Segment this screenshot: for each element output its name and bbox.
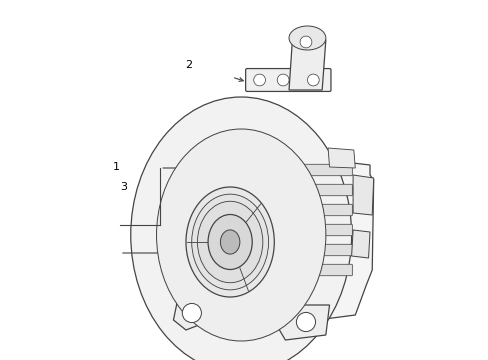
- FancyBboxPatch shape: [291, 224, 352, 236]
- Polygon shape: [351, 230, 369, 258]
- Polygon shape: [279, 305, 329, 340]
- Ellipse shape: [130, 97, 351, 360]
- Circle shape: [300, 36, 311, 48]
- Ellipse shape: [288, 26, 325, 50]
- FancyBboxPatch shape: [291, 184, 352, 196]
- Text: 3: 3: [120, 182, 127, 192]
- Ellipse shape: [156, 129, 325, 341]
- FancyBboxPatch shape: [291, 244, 352, 256]
- Ellipse shape: [220, 230, 240, 254]
- FancyBboxPatch shape: [245, 68, 330, 91]
- Polygon shape: [327, 148, 355, 168]
- Ellipse shape: [191, 194, 268, 290]
- Ellipse shape: [207, 215, 252, 270]
- Circle shape: [253, 74, 265, 86]
- Circle shape: [307, 74, 319, 86]
- Circle shape: [182, 303, 201, 323]
- Ellipse shape: [185, 187, 274, 297]
- Polygon shape: [173, 295, 211, 330]
- FancyBboxPatch shape: [291, 164, 352, 176]
- Text: 1: 1: [113, 162, 120, 172]
- Text: 2: 2: [185, 60, 192, 70]
- FancyBboxPatch shape: [291, 204, 352, 216]
- Ellipse shape: [197, 201, 262, 283]
- Circle shape: [277, 74, 288, 86]
- FancyBboxPatch shape: [291, 264, 352, 276]
- Polygon shape: [352, 175, 373, 215]
- Polygon shape: [241, 150, 373, 330]
- Circle shape: [296, 312, 315, 332]
- Polygon shape: [288, 35, 325, 90]
